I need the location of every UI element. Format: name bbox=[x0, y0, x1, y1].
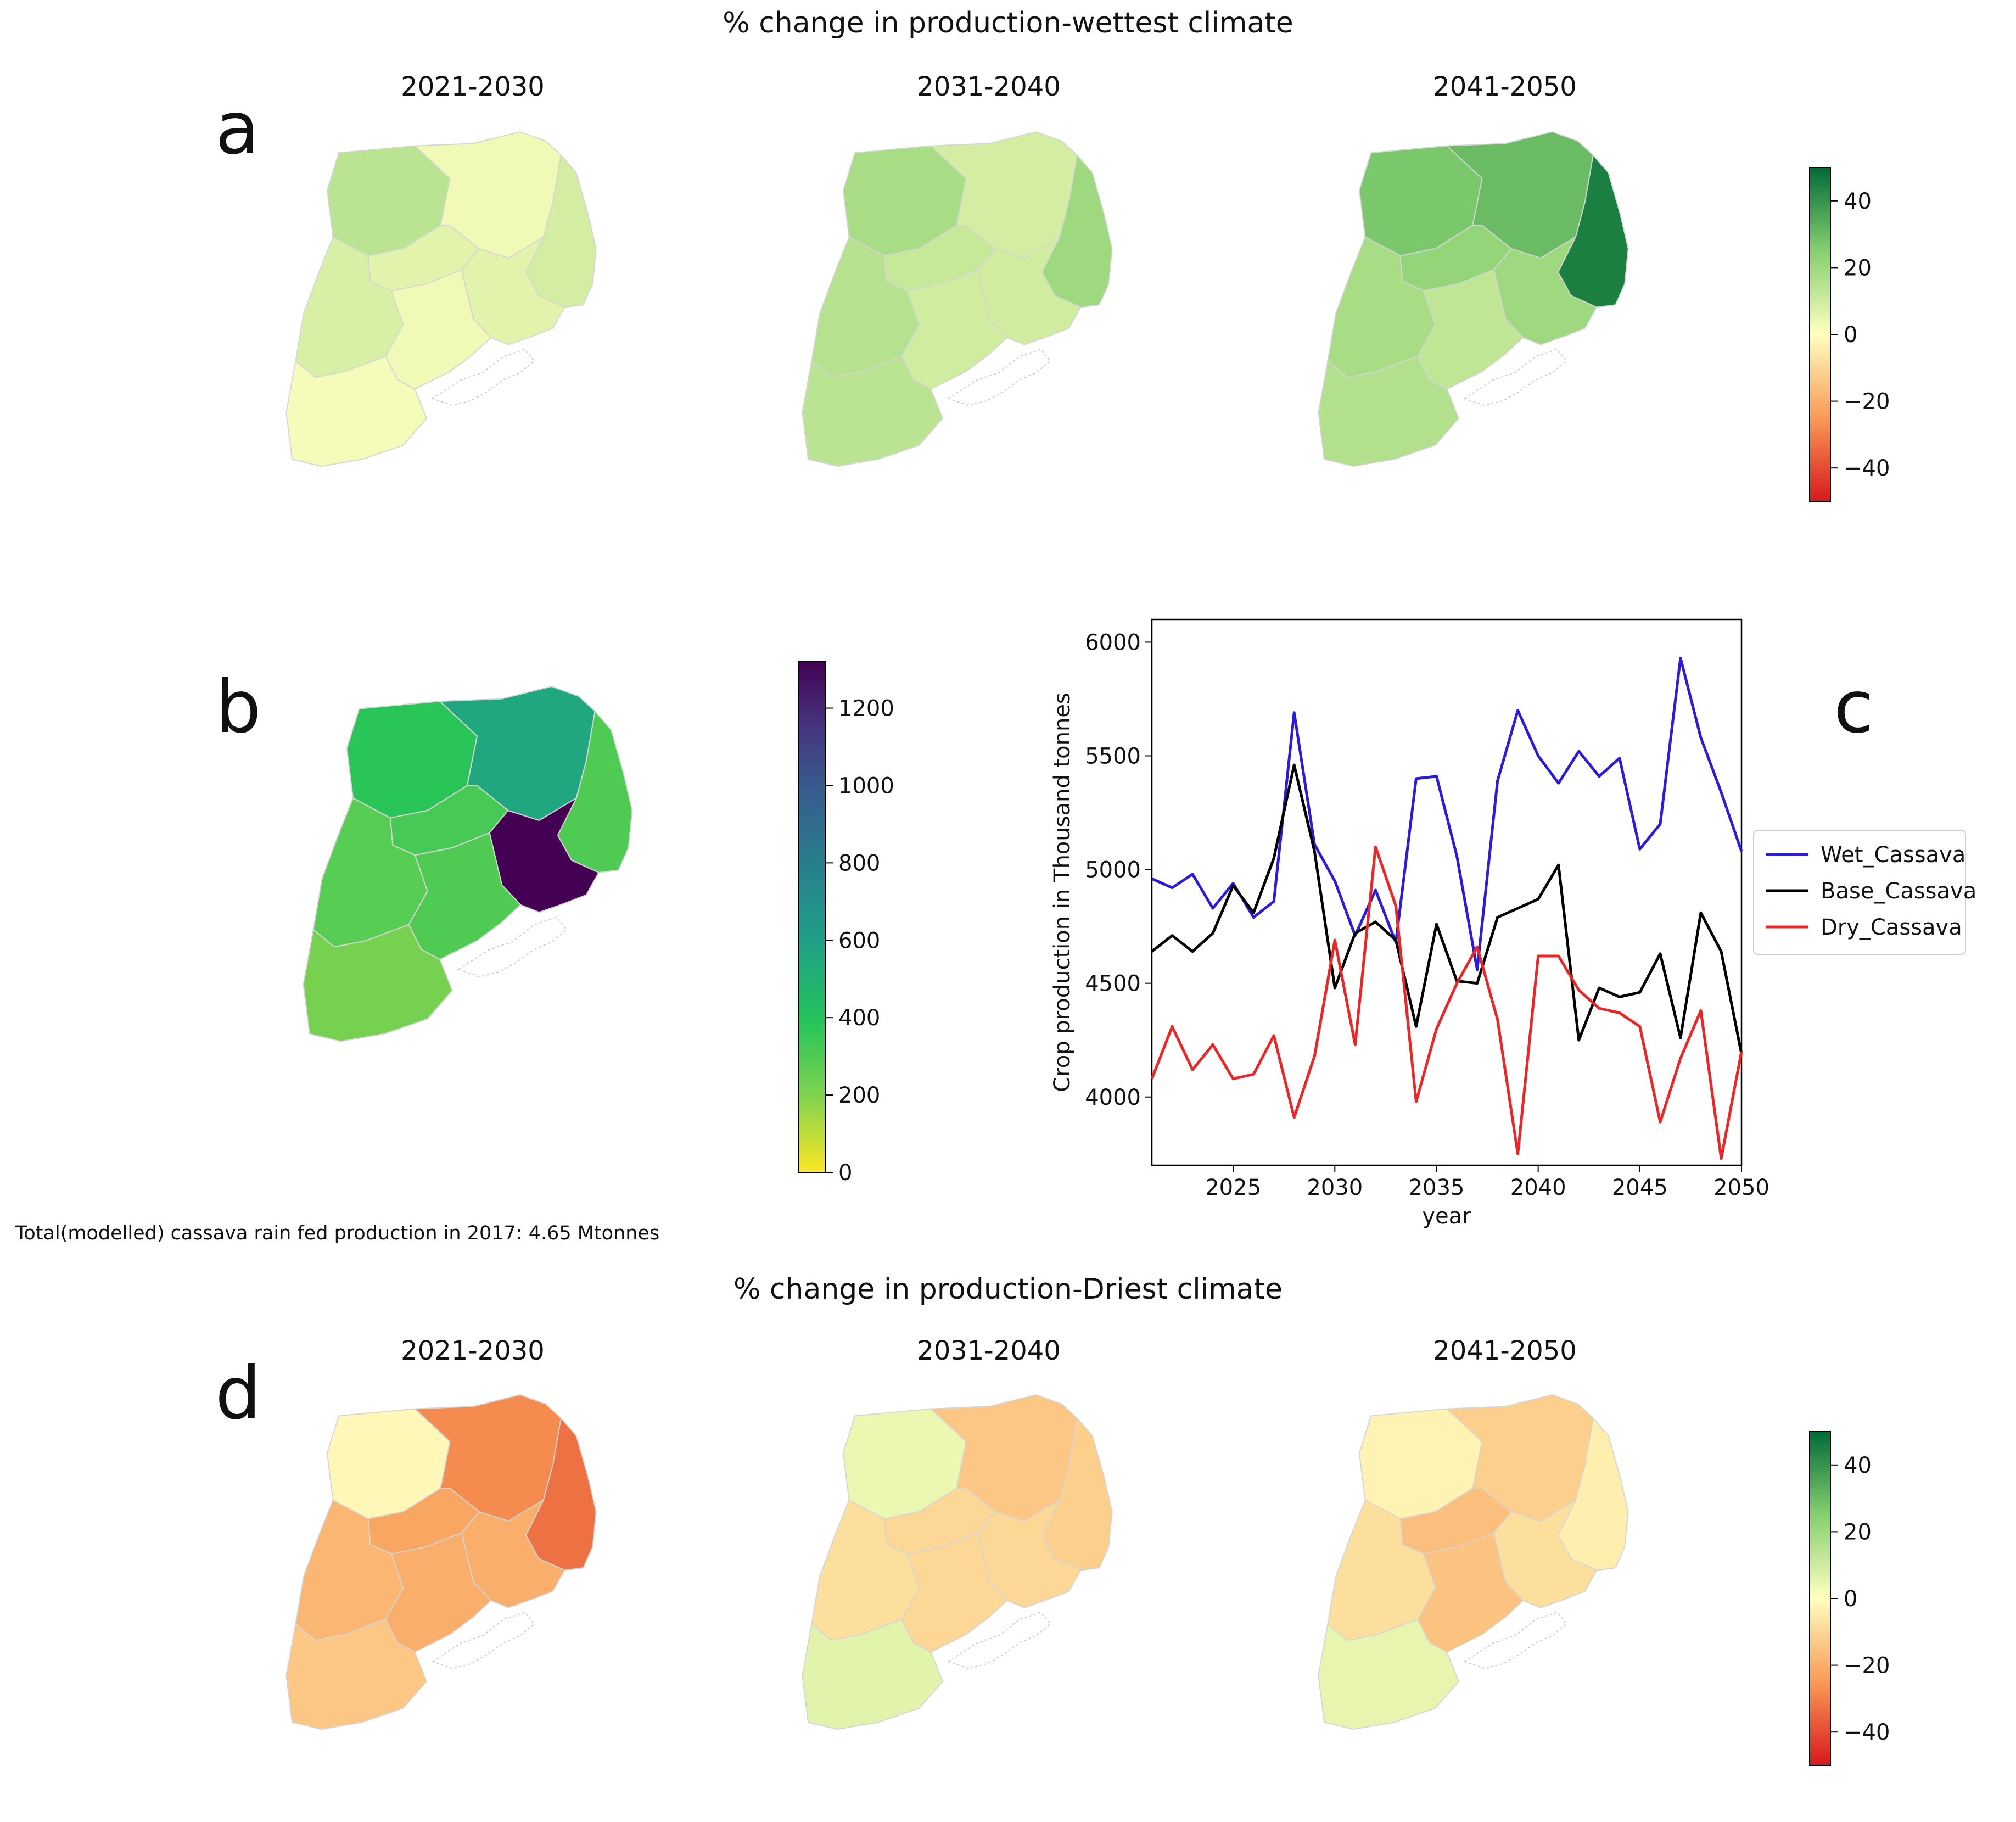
map-a-3 bbox=[1318, 131, 1629, 467]
map-b-region-southwest bbox=[303, 924, 453, 1042]
map-d-2-region-northeast bbox=[1041, 1417, 1113, 1571]
period-label-a-1: 2021-2030 bbox=[401, 71, 545, 102]
period-label-a-2: 2031-2040 bbox=[917, 71, 1061, 102]
map-d-1 bbox=[285, 1394, 597, 1730]
map-d-2-region-central bbox=[901, 1532, 1008, 1653]
colorbar-d-bar bbox=[1809, 1431, 1831, 1766]
y-tick-label: 6000 bbox=[1085, 630, 1141, 655]
colorbar-d-tick-label: −40 bbox=[1844, 1720, 1890, 1745]
production-note: Total(modelled) cassava rain fed product… bbox=[15, 1222, 660, 1244]
colorbar-b-tick-label: 400 bbox=[838, 1005, 880, 1031]
colorbar-d-tick-label: −20 bbox=[1844, 1653, 1890, 1679]
map-d-1-lake-victoria bbox=[431, 1612, 535, 1669]
map-a-2 bbox=[802, 131, 1113, 467]
map-d-3-region-central bbox=[1417, 1532, 1524, 1653]
map-b-lake-victoria bbox=[457, 916, 567, 977]
series-line-base-cassava bbox=[1151, 763, 1743, 1054]
colorbar-a-tick-label: −40 bbox=[1844, 456, 1890, 481]
colorbar-a: 40 20 0 −20 −40 bbox=[1809, 167, 1890, 502]
colorbar-d: 40 20 0 −20 −40 bbox=[1809, 1431, 1890, 1766]
panel-letter-b: b bbox=[215, 665, 261, 750]
colorbar-b-tick-label: 1000 bbox=[838, 773, 894, 798]
legend-box bbox=[1753, 830, 1966, 955]
colorbar-b-bar bbox=[798, 661, 826, 1173]
series-line-dry-cassava bbox=[1150, 845, 1743, 1160]
x-tick-label: 2050 bbox=[1713, 1175, 1769, 1200]
colorbar-b-tick-label: 200 bbox=[838, 1083, 880, 1108]
map-a-3-region-northeast bbox=[1557, 154, 1629, 308]
period-label-a-3: 2041-2050 bbox=[1433, 71, 1577, 102]
legend-label: Wet_Cassava bbox=[1821, 842, 1965, 868]
colorbar-b-tick-label: 0 bbox=[838, 1160, 852, 1186]
map-d-3-lake-victoria bbox=[1463, 1612, 1567, 1669]
map-d-1-region-northeast bbox=[525, 1417, 597, 1571]
map-d-2-region-southwest bbox=[802, 1619, 943, 1730]
colorbar-b-tick-label: 600 bbox=[838, 928, 880, 953]
line-chart: 2025 2030 2035 2040 2045 2050 4000 4500 5000 5500… bbox=[1050, 618, 1976, 1229]
period-label-d-2: 2031-2040 bbox=[917, 1335, 1061, 1366]
map-d-2 bbox=[802, 1394, 1113, 1730]
map-d-2-lake-victoria bbox=[947, 1612, 1051, 1669]
map-a-1-region-central bbox=[385, 269, 492, 390]
period-label-d-3: 2041-2050 bbox=[1433, 1335, 1577, 1366]
colorbar-a-tick-label: 20 bbox=[1844, 255, 1872, 281]
legend-label: Base_Cassava bbox=[1821, 879, 1976, 904]
panel-letter-d: d bbox=[215, 1351, 261, 1436]
y-tick-label: 4500 bbox=[1085, 971, 1141, 997]
map-a-3-region-central bbox=[1417, 269, 1524, 390]
map-a-2-lake-victoria bbox=[947, 349, 1051, 406]
map-a-1-region-southwest bbox=[285, 356, 427, 467]
colorbar-a-bar bbox=[1809, 167, 1831, 502]
colorbar-a-tick-label: −20 bbox=[1844, 389, 1890, 415]
map-a-2-region-northeast bbox=[1041, 154, 1113, 308]
colorbar-d-tick-label: 0 bbox=[1844, 1586, 1857, 1612]
map-a-1 bbox=[285, 131, 597, 467]
x-axis-label: year bbox=[1422, 1204, 1471, 1229]
y-tick-label: 5000 bbox=[1085, 858, 1141, 883]
map-b-region-northeast bbox=[557, 711, 633, 874]
colorbar-b-tick-label: 800 bbox=[838, 851, 880, 876]
series-line-wet-cassava bbox=[1151, 656, 1743, 971]
colorbars-layer: 40200−20−4012001000800600400200040200−20… bbox=[798, 167, 1890, 1766]
colorbar-b: 1200 1000 800 600 400 200 0 bbox=[798, 661, 894, 1186]
colorbar-a-tick-label: 40 bbox=[1844, 189, 1872, 214]
map-a-3-region-southwest bbox=[1318, 356, 1459, 467]
maps-layer bbox=[285, 131, 1629, 1730]
map-a-2-region-southwest bbox=[802, 356, 943, 467]
colorbar-d-tick-label: 20 bbox=[1844, 1519, 1872, 1545]
x-tick-label: 2040 bbox=[1510, 1175, 1566, 1200]
panel-letter-c: c bbox=[1834, 665, 1874, 750]
y-tick-label: 4000 bbox=[1085, 1085, 1141, 1110]
x-tick-label: 2025 bbox=[1205, 1175, 1261, 1200]
map-a-2-region-central bbox=[901, 269, 1008, 390]
map-d-3-region-southwest bbox=[1318, 1619, 1459, 1730]
map-a-3-lake-victoria bbox=[1463, 349, 1567, 406]
colorbar-a-tick-label: 0 bbox=[1844, 322, 1857, 348]
panel-letter-a: a bbox=[215, 86, 260, 171]
colorbar-d-tick-label: 40 bbox=[1844, 1453, 1872, 1478]
map-d-3 bbox=[1318, 1394, 1629, 1730]
legend-label: Dry_Cassava bbox=[1821, 915, 1962, 940]
x-tick-label: 2035 bbox=[1409, 1175, 1465, 1200]
map-d-3-region-northeast bbox=[1557, 1417, 1629, 1571]
map-d-1-region-central bbox=[385, 1532, 492, 1653]
map-b bbox=[303, 685, 633, 1042]
top-figure-title: % change in production-wettest climate bbox=[723, 7, 1293, 40]
map-d-1-region-southwest bbox=[285, 1619, 427, 1730]
period-label-d-1: 2021-2030 bbox=[401, 1335, 545, 1366]
chart-legend: Wet_Cassava Base_Cassava Dry_Cassava bbox=[1753, 830, 1976, 955]
map-a-1-lake-victoria bbox=[431, 349, 535, 406]
x-tick-label: 2030 bbox=[1307, 1175, 1363, 1200]
x-tick-label: 2045 bbox=[1612, 1175, 1668, 1200]
y-tick-label: 5500 bbox=[1085, 744, 1141, 769]
colorbar-b-tick-label: 1200 bbox=[838, 696, 894, 722]
map-b-region-central bbox=[408, 832, 522, 960]
y-axis-label: Crop production in Thousand tonnes bbox=[1050, 692, 1075, 1092]
map-a-1-region-northeast bbox=[525, 154, 597, 308]
bottom-figure-title: % change in production-Driest climate bbox=[733, 1273, 1283, 1306]
